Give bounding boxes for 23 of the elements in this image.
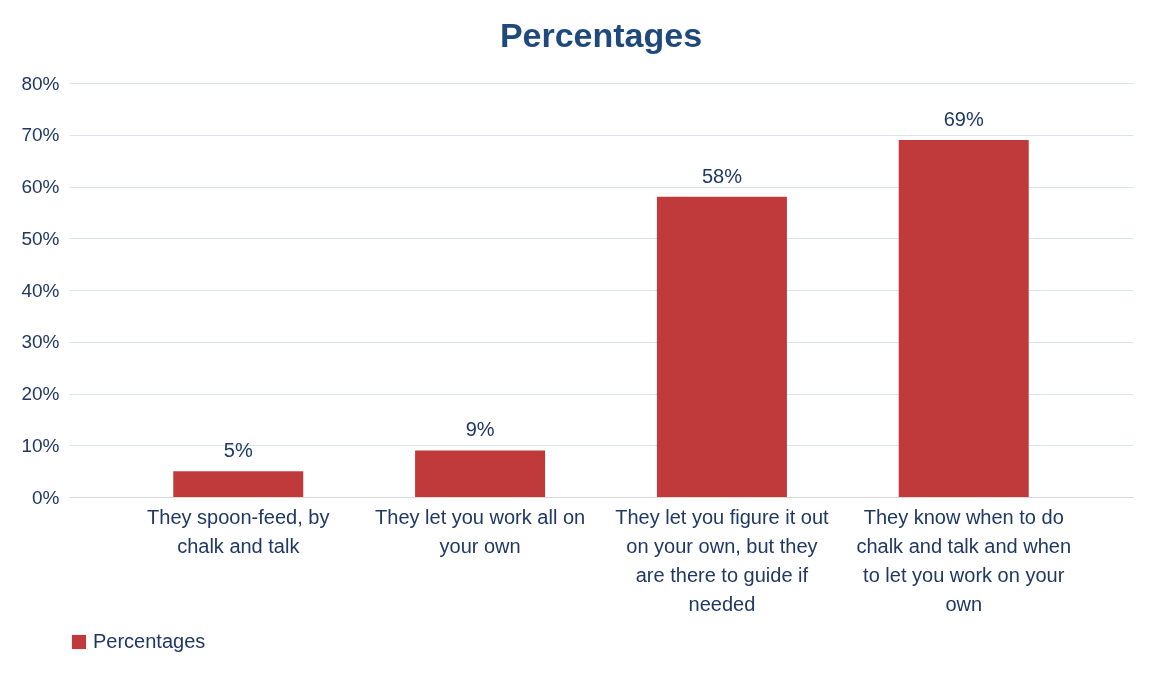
data-label: 5% (223, 439, 253, 462)
x-tick-label: They know when to do chalk and talk and when to let you work on your own (856, 505, 1072, 615)
bar (173, 471, 304, 497)
y-tick-label: 50% (21, 227, 60, 249)
legend-label: Percentages (93, 630, 206, 652)
bar (656, 196, 787, 497)
y-tick-label: 80% (21, 72, 60, 94)
x-tick-label: They spoon-feed, by chalk and talk (147, 505, 330, 557)
bar (898, 139, 1029, 497)
y-tick-label: 10% (21, 434, 60, 456)
y-tick-label: 30% (21, 331, 60, 353)
y-tick-label: 60% (21, 176, 60, 197)
y-tick-label: 40% (21, 279, 60, 301)
y-tick-label: 0% (32, 486, 60, 508)
x-tick-label: They let you work all on your own (375, 505, 586, 557)
data-label: 9% (465, 418, 495, 441)
chart-title: Percentages (499, 16, 703, 54)
y-tick-label: 20% (21, 383, 60, 404)
data-label: 58% (701, 164, 743, 187)
data-label: 69% (943, 107, 984, 130)
bar (415, 450, 546, 497)
x-tick-label: They let you figure it out on your own, but they are there to guide if needed (615, 505, 830, 615)
y-tick-label: 70% (21, 124, 60, 146)
